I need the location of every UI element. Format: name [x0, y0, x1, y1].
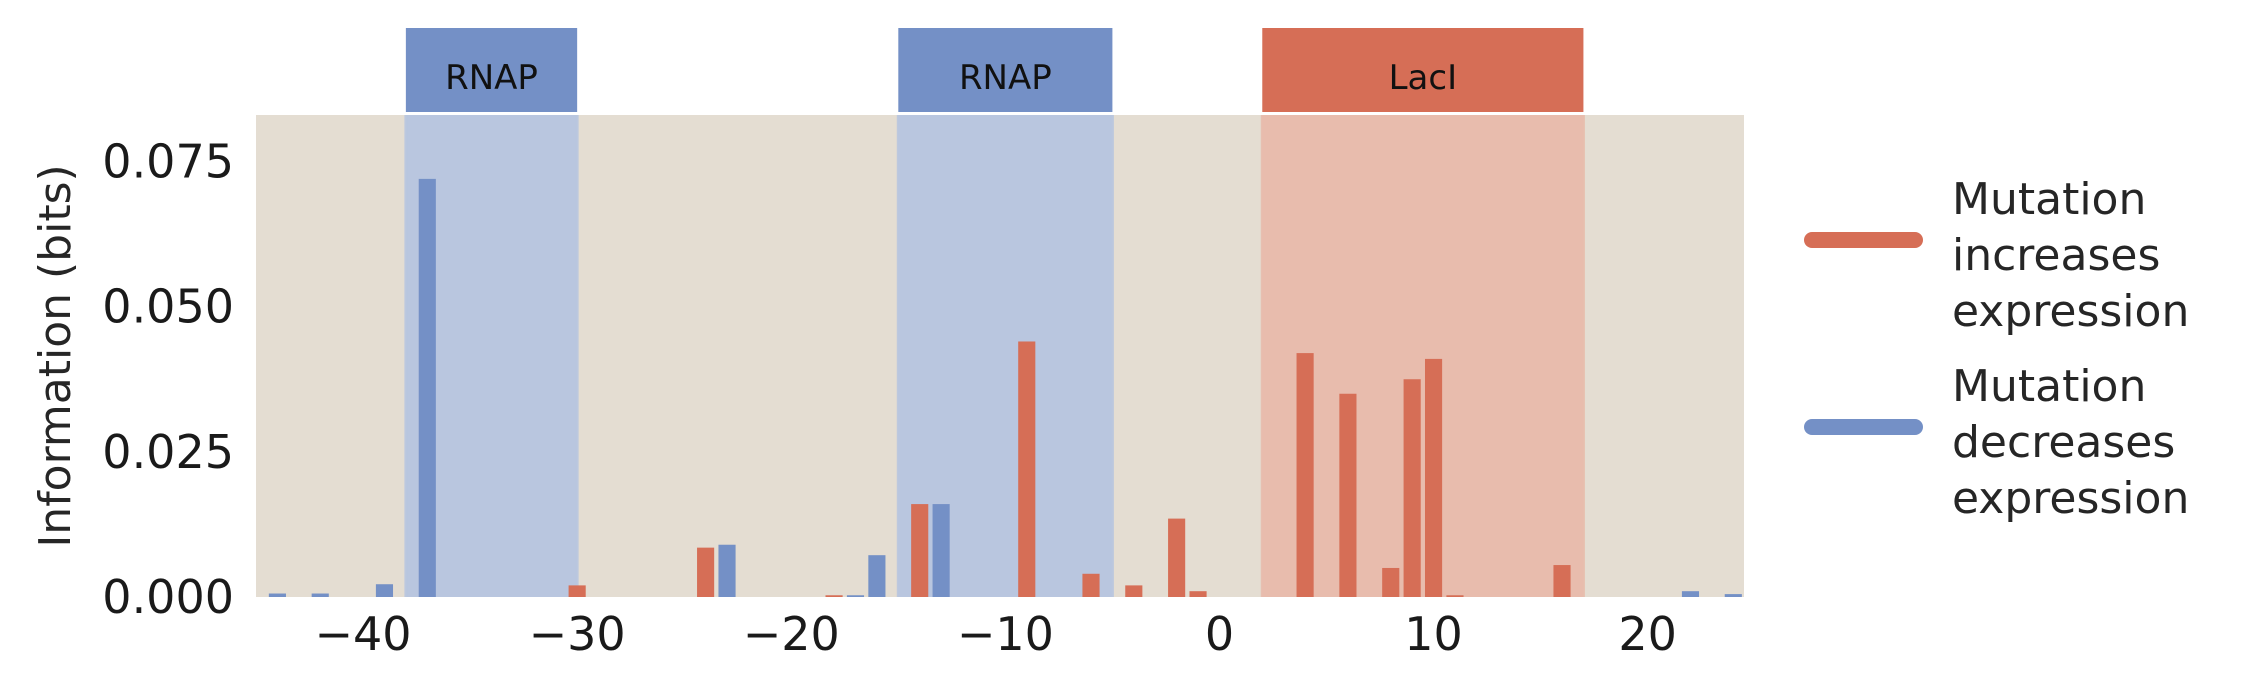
bar-increases — [1382, 567, 1400, 597]
bar-increases — [825, 595, 843, 597]
y-tick-label: 0.025 — [102, 425, 234, 479]
legend: MutationincreasesexpressionMutationdecre… — [1804, 174, 2189, 524]
region-header — [1262, 28, 1584, 112]
bar-increases — [568, 585, 586, 597]
region-label: RNAP — [959, 58, 1052, 98]
x-tick-label: 20 — [1618, 607, 1677, 661]
x-tick-label: 10 — [1404, 607, 1463, 661]
x-tick-label: −10 — [957, 607, 1054, 661]
region-header — [405, 28, 578, 112]
y-axis-label: Information (bits) — [30, 164, 81, 547]
bar-increases — [911, 504, 929, 597]
region-bands: RNAP RNAP LacI — [404, 28, 1585, 597]
legend-label: Mutation — [1952, 361, 2146, 412]
bar-decreases — [268, 593, 286, 597]
bar-increases — [1082, 573, 1100, 597]
bar-increases — [1553, 565, 1571, 597]
bar-decreases — [1724, 594, 1742, 597]
region-header — [898, 28, 1113, 112]
legend-label: decreases — [1952, 417, 2175, 468]
x-tick-label: −20 — [743, 607, 840, 661]
bar-increases — [1424, 358, 1443, 597]
region-band — [1262, 115, 1584, 597]
y-tick-label: 0.075 — [102, 134, 234, 188]
legend-label: Mutation — [1952, 174, 2146, 225]
bar-decreases — [868, 555, 886, 597]
y-axis-ticks: 0.000 0.025 0.050 0.075 — [102, 134, 234, 624]
region-label: RNAP — [445, 58, 538, 98]
y-tick-label: 0.000 — [102, 570, 234, 624]
region-band — [898, 115, 1113, 597]
bar-decreases — [375, 584, 394, 597]
region-label: LacI — [1389, 58, 1458, 98]
bar-decreases — [418, 178, 436, 597]
x-axis-ticks: −40 −30 −20 −10 0 10 20 — [315, 607, 1677, 661]
bar-increases — [1189, 591, 1207, 597]
bar-decreases — [1681, 591, 1700, 597]
bar-increases — [1018, 341, 1036, 597]
bar-increases — [1168, 518, 1186, 597]
x-tick-label: −40 — [315, 607, 412, 661]
legend-label: expression — [1952, 473, 2189, 524]
bar-decreases — [932, 504, 950, 597]
bar-increases — [1339, 393, 1357, 597]
bar-increases — [1403, 379, 1421, 597]
x-tick-label: 0 — [1205, 607, 1234, 661]
y-tick-label: 0.050 — [102, 280, 234, 334]
bars-group — [268, 178, 1742, 597]
legend-label: increases — [1952, 230, 2160, 281]
bar-increases — [1125, 585, 1143, 597]
x-tick-label: −30 — [529, 607, 626, 661]
bar-increases — [1296, 353, 1314, 597]
bar-decreases — [718, 544, 736, 597]
bar-decreases — [311, 593, 329, 597]
bar-increases — [1446, 595, 1464, 597]
bar-decreases — [846, 595, 865, 597]
bar-increases — [697, 547, 715, 597]
legend-label: expression — [1952, 286, 2189, 337]
